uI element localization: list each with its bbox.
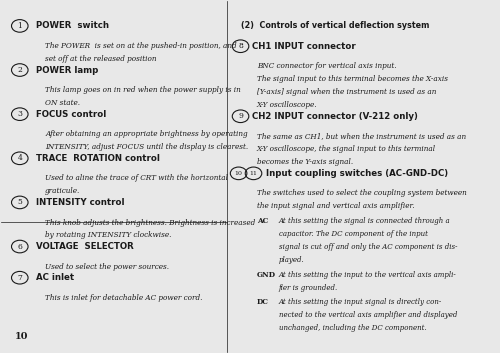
Text: set off at the released position: set off at the released position — [45, 55, 156, 63]
Text: The same as CH1, but when the instrument is used as an: The same as CH1, but when the instrument… — [256, 132, 466, 140]
Text: 8: 8 — [238, 42, 243, 50]
Text: This knob adjusts the brightness. Brightness is increased: This knob adjusts the brightness. Bright… — [45, 219, 256, 227]
Text: Input coupling switches (AC-GND-DC): Input coupling switches (AC-GND-DC) — [266, 169, 448, 178]
Text: The POWER  is set on at the pushed-in position, and: The POWER is set on at the pushed-in pos… — [45, 42, 236, 50]
Text: The switches used to select the coupling system between: The switches used to select the coupling… — [256, 190, 466, 197]
Text: 2: 2 — [18, 66, 22, 74]
Text: After obtaining an appropriate brightness by operating: After obtaining an appropriate brightnes… — [45, 130, 248, 138]
Text: This is inlet for detachable AC power cord.: This is inlet for detachable AC power co… — [45, 294, 203, 302]
Text: 7: 7 — [18, 274, 22, 282]
Text: GND: GND — [256, 271, 276, 279]
Text: 10: 10 — [15, 332, 28, 341]
Text: signal is cut off and only the AC component is dis-: signal is cut off and only the AC compon… — [278, 243, 457, 251]
Text: CH1 INPUT connector: CH1 INPUT connector — [252, 42, 356, 51]
Text: nected to the vertical axis amplifier and displayed: nected to the vertical axis amplifier an… — [278, 311, 457, 319]
Text: 3: 3 — [18, 110, 22, 118]
Text: played.: played. — [278, 256, 304, 264]
Text: 9: 9 — [238, 112, 243, 120]
Text: 5: 5 — [18, 198, 22, 207]
Text: INTENSITY, adjust FOCUS until the display is clearest.: INTENSITY, adjust FOCUS until the displa… — [45, 143, 248, 151]
Text: [Y-axis] signal when the instrument is used as an: [Y-axis] signal when the instrument is u… — [256, 88, 436, 96]
Text: At this setting the input signal is directly con-: At this setting the input signal is dire… — [278, 298, 442, 306]
Text: the input signal and vertical axis amplifier.: the input signal and vertical axis ampli… — [256, 202, 414, 210]
Text: This lamp goes on in red when the power supply is in: This lamp goes on in red when the power … — [45, 86, 241, 94]
Text: unchanged, including the DC component.: unchanged, including the DC component. — [278, 324, 426, 332]
Text: X-Y oscilloscope, the signal input to this terminal: X-Y oscilloscope, the signal input to th… — [256, 145, 436, 153]
Text: The signal input to this terminal becomes the X-axis: The signal input to this terminal become… — [256, 75, 448, 83]
Text: FOCUS control: FOCUS control — [36, 110, 106, 119]
Text: X-Y oscilloscope.: X-Y oscilloscope. — [256, 101, 317, 109]
Text: fier is grounded.: fier is grounded. — [278, 284, 338, 292]
Text: becomes the Y-axis signal.: becomes the Y-axis signal. — [256, 158, 353, 166]
Text: At this setting the signal is connected through a: At this setting the signal is connected … — [278, 217, 450, 226]
Text: BNC connector for vertical axis input.: BNC connector for vertical axis input. — [256, 62, 396, 70]
Text: INTENSITY control: INTENSITY control — [36, 198, 124, 207]
Text: VOLTAGE  SELECTOR: VOLTAGE SELECTOR — [36, 242, 134, 251]
Text: graticule.: graticule. — [45, 187, 80, 195]
Text: DC: DC — [256, 298, 268, 306]
Text: 10: 10 — [234, 171, 242, 176]
Text: 11: 11 — [250, 171, 258, 176]
Text: by rotating INTENSITY clockwise.: by rotating INTENSITY clockwise. — [45, 232, 172, 239]
Text: Used to select the power sources.: Used to select the power sources. — [45, 263, 169, 271]
Text: Used to aline the trace of CRT with the horizontal: Used to aline the trace of CRT with the … — [45, 174, 228, 183]
Text: At this setting the input to the vertical axis ampli-: At this setting the input to the vertica… — [278, 271, 456, 279]
Text: AC inlet: AC inlet — [36, 273, 74, 282]
Text: POWER  switch: POWER switch — [36, 22, 109, 30]
Text: capacitor. The DC component of the input: capacitor. The DC component of the input — [278, 231, 428, 238]
Text: ON state.: ON state. — [45, 99, 80, 107]
Text: 6: 6 — [18, 243, 22, 251]
Text: POWER lamp: POWER lamp — [36, 66, 98, 74]
Text: CH2 INPUT connector (V-212 only): CH2 INPUT connector (V-212 only) — [252, 112, 418, 121]
Text: AC: AC — [256, 217, 268, 226]
Text: 1: 1 — [18, 22, 22, 30]
Text: TRACE  ROTATION control: TRACE ROTATION control — [36, 154, 160, 163]
Text: 4: 4 — [18, 154, 22, 162]
Text: (2)  Controls of vertical deflection system: (2) Controls of vertical deflection syst… — [240, 22, 429, 30]
